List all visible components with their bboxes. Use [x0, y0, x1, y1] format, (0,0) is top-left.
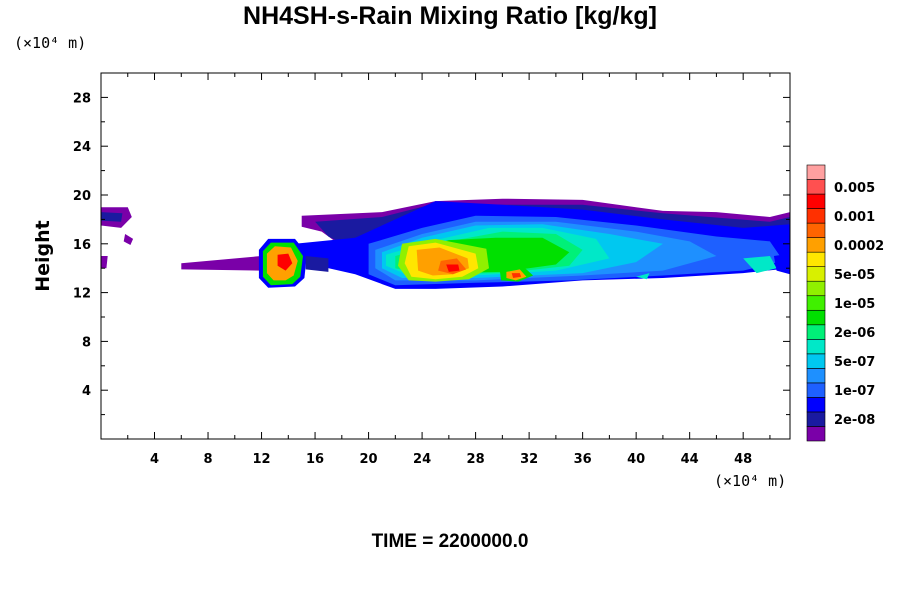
- colorbar-swatch: [806, 179, 826, 195]
- colorbar-label: 2e-06: [834, 326, 875, 341]
- contour-region: [446, 264, 460, 272]
- colorbar-swatch: [806, 411, 826, 427]
- colorbar-swatch: [806, 309, 826, 326]
- x-tick-label: 36: [574, 452, 592, 467]
- time-label: TIME = 2200000.0: [371, 531, 529, 552]
- plot-frame: [100, 72, 791, 440]
- contour-region: [636, 273, 650, 280]
- colorbar-label: 0.0002: [834, 239, 884, 254]
- colorbar: 2e-08 1e-07 5e-07 2e-06 1e-05 5e-05 0.0002 0.00…: [806, 164, 884, 442]
- colorbar-swatch: [806, 426, 826, 442]
- colorbar-label: 5e-07: [834, 355, 875, 370]
- colorbar-label: 0.001: [834, 210, 875, 225]
- colorbar-swatch: [806, 280, 826, 297]
- contour-region: [101, 256, 108, 269]
- y-axis-unit: (×10⁴ m): [14, 34, 87, 52]
- colorbar-label: 1e-05: [834, 297, 875, 312]
- contour-region: [101, 212, 123, 222]
- y-tick-label: 4: [82, 384, 91, 399]
- y-tick-label: 28: [73, 91, 91, 106]
- colorbar-swatch: [806, 164, 826, 180]
- chart-title: NH4SH-s-Rain Mixing Ratio [kg/kg]: [243, 2, 657, 30]
- x-tick-label: 12: [252, 452, 270, 467]
- x-tick-label: 4: [150, 452, 159, 467]
- x-axis: 4 8 12 16 20 24 28 32 36 40 44 48: [127, 73, 771, 467]
- x-tick-label: 44: [681, 452, 699, 467]
- contour-region: [511, 273, 522, 278]
- x-tick-label: 40: [627, 452, 645, 467]
- colorbar-label: 1e-07: [834, 384, 875, 399]
- colorbar-swatch: [806, 353, 826, 369]
- colorbar-label: 2e-08: [834, 413, 875, 428]
- y-tick-label: 12: [73, 287, 91, 302]
- colorbar-swatch: [806, 193, 826, 209]
- contour-region: [277, 253, 293, 271]
- x-tick-label: 32: [520, 452, 538, 467]
- plot-regions: [101, 198, 790, 289]
- colorbar-swatch: [806, 382, 826, 398]
- contour-region: [743, 256, 777, 274]
- y-tick-label: 24: [73, 140, 91, 155]
- colorbar-swatch: [806, 208, 826, 224]
- y-tick-label: 16: [73, 238, 91, 253]
- colorbar-swatch: [806, 368, 826, 384]
- y-axis: 4 8 12 16 20 24 28: [73, 91, 790, 416]
- colorbar-swatch: [806, 324, 826, 340]
- y-tick-label: 20: [73, 189, 91, 204]
- colorbar-swatch: [806, 222, 826, 238]
- colorbar-swatch: [806, 266, 826, 282]
- x-tick-label: 16: [306, 452, 324, 467]
- x-tick-label: 48: [734, 452, 752, 467]
- contour-region: [773, 253, 790, 275]
- contour-region: [123, 234, 134, 245]
- y-tick-label: 8: [82, 335, 91, 350]
- x-tick-label: 8: [204, 452, 213, 467]
- colorbar-swatch: [806, 295, 826, 311]
- colorbar-swatch: [806, 339, 826, 355]
- contour-region: [305, 256, 329, 272]
- x-tick-label: 20: [360, 452, 378, 467]
- colorbar-swatch: [806, 397, 826, 413]
- contour-region: [181, 256, 262, 271]
- colorbar-label: 0.005: [834, 181, 875, 196]
- x-tick-label: 24: [413, 452, 431, 467]
- colorbar-label: 5e-05: [834, 268, 875, 283]
- x-axis-unit: (×10⁴ m): [714, 472, 787, 490]
- colorbar-swatch: [806, 237, 826, 253]
- colorbar-swatch: [806, 251, 826, 267]
- y-axis-label: Height: [32, 220, 54, 292]
- x-tick-label: 28: [467, 452, 485, 467]
